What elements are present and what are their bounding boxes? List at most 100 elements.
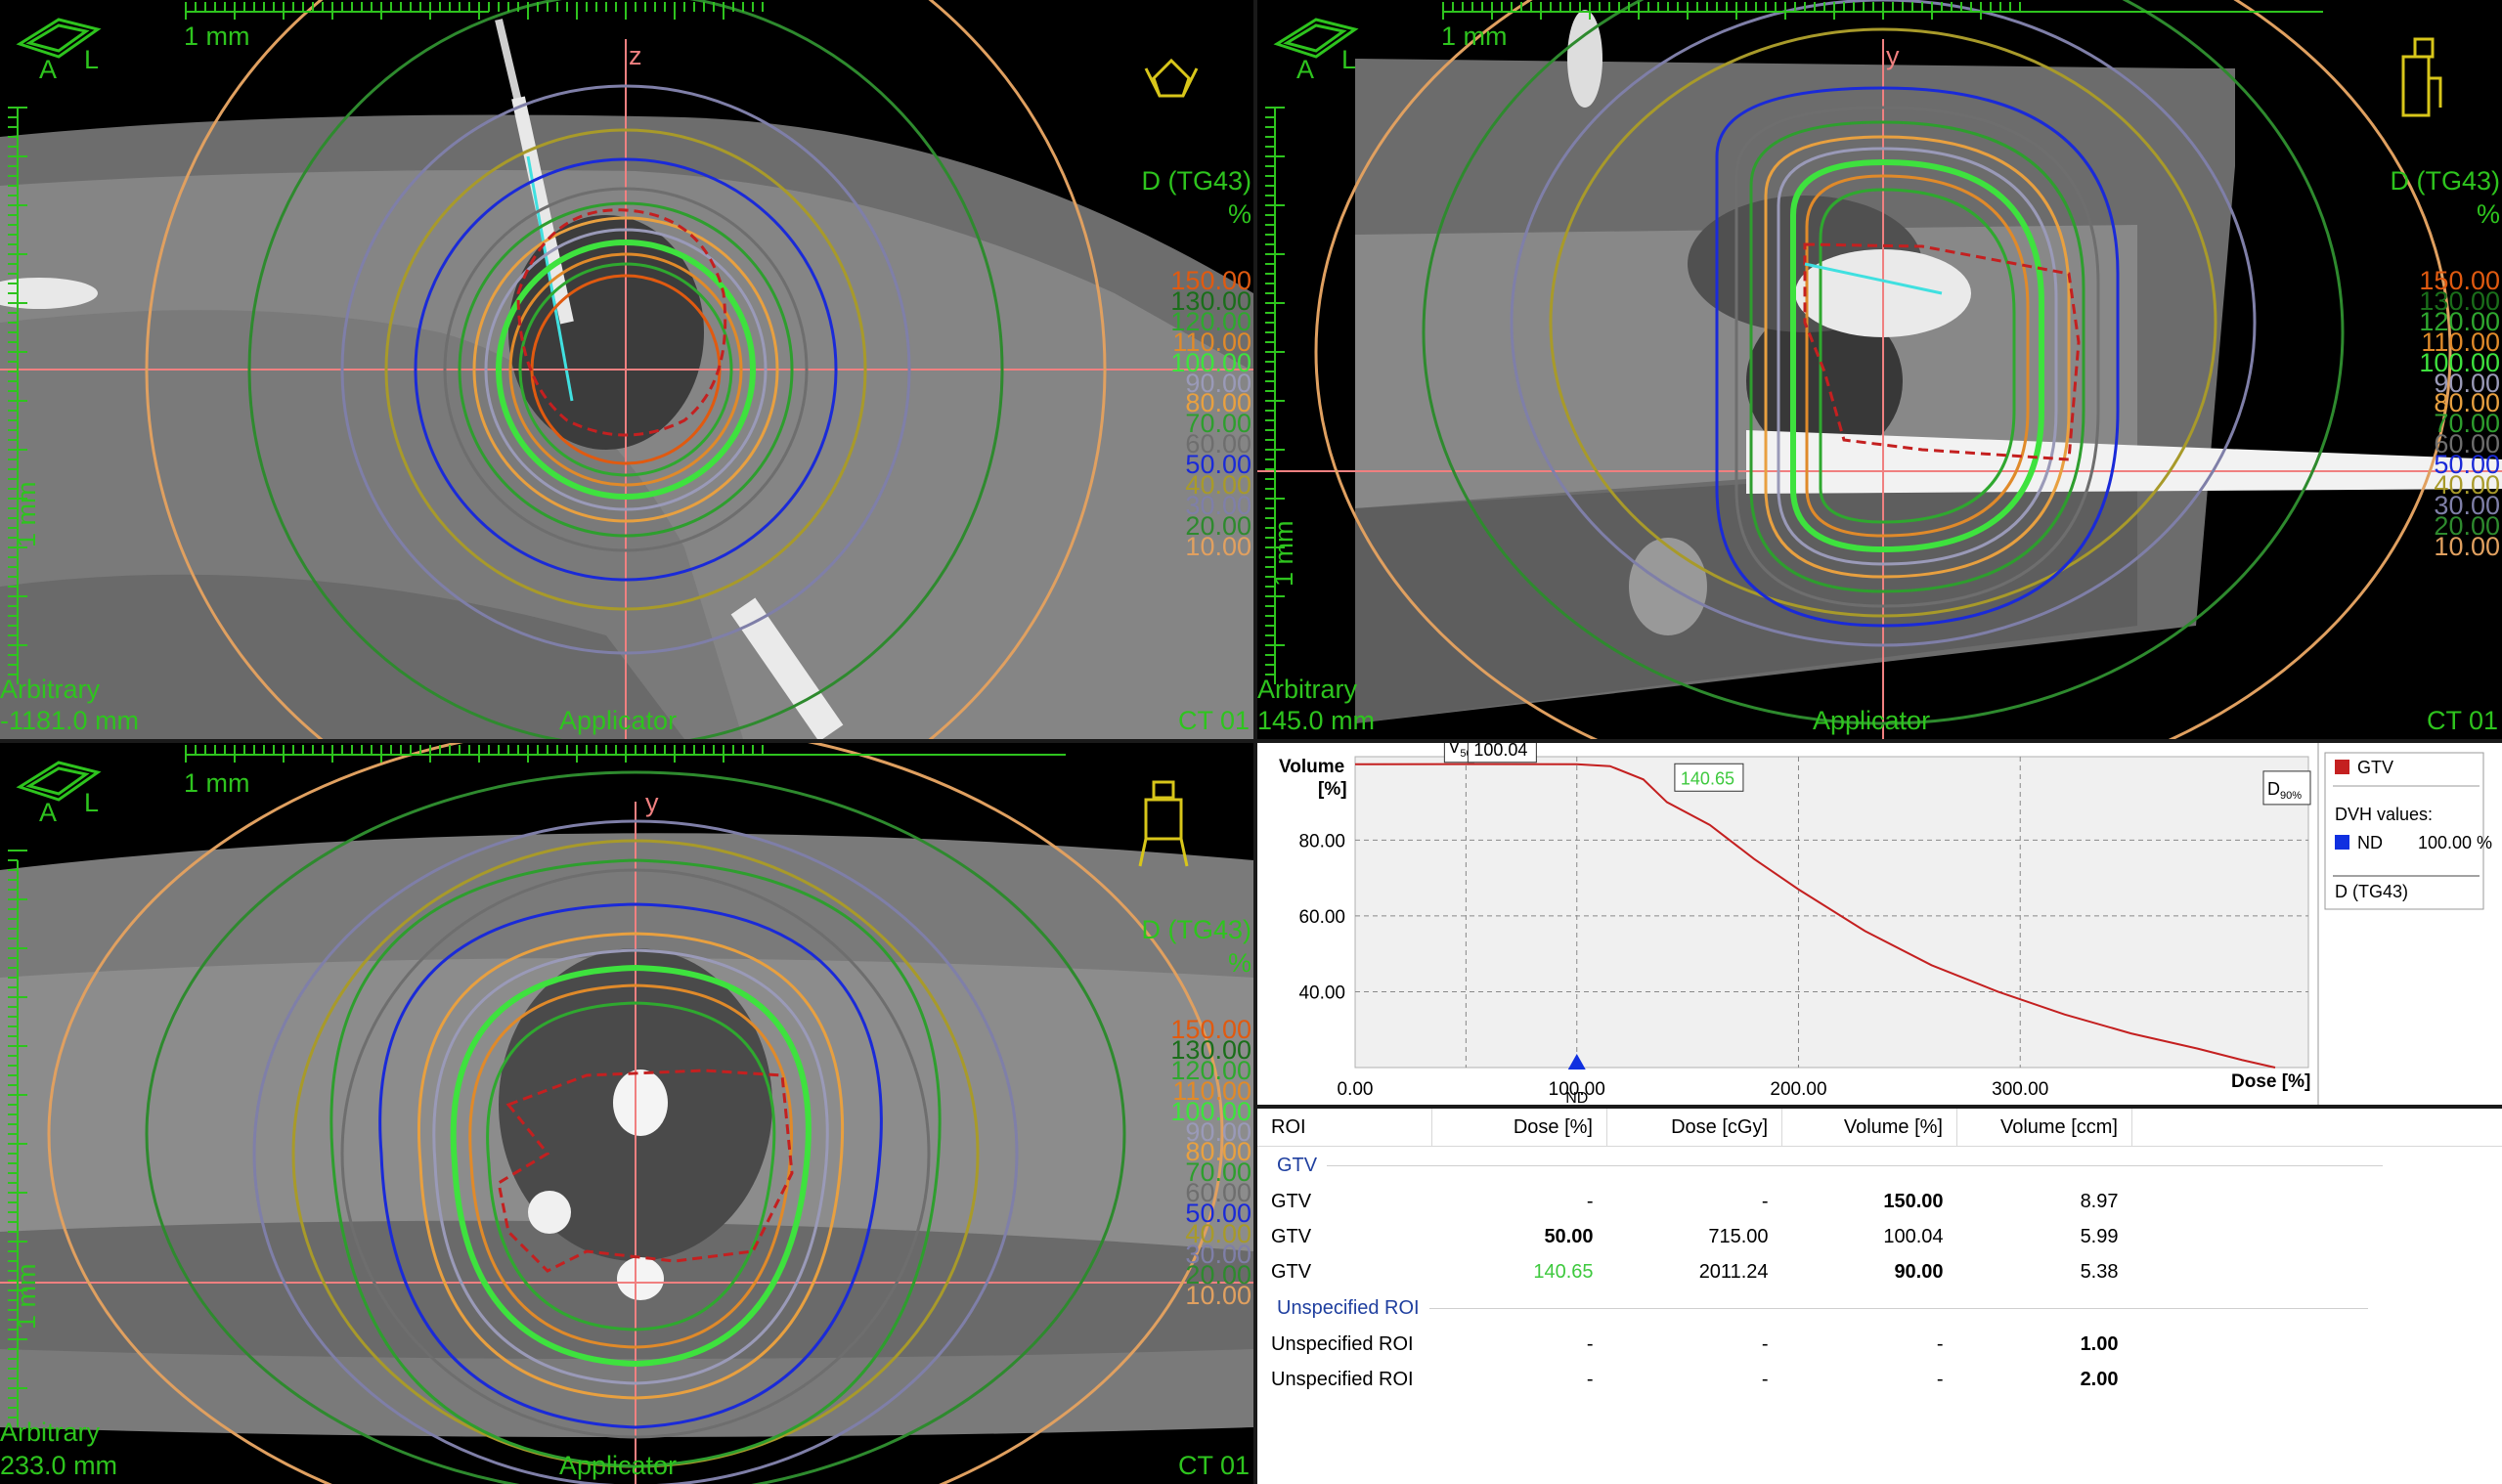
reference-label: Applicator	[1813, 706, 1931, 735]
orientation-label-a: A	[39, 798, 58, 827]
orientation-label-l: L	[1341, 45, 1357, 74]
isodose-level-40-00: 40.00	[1185, 1219, 1251, 1248]
cell-roi: GTV	[1271, 1190, 1312, 1212]
patient-orientation-icon	[2401, 37, 2442, 117]
cell-roi: Unspecified ROI	[1271, 1332, 1414, 1355]
axis-label: y	[1886, 41, 1900, 70]
cell-volume-pct: 90.00	[1894, 1260, 1944, 1283]
dose-title: D (TG43)	[2390, 166, 2500, 196]
dvh-chart[interactable]: 80.00 60.00 40.00 0.00 100.00 200.00 300.00 V…	[1257, 743, 2502, 1105]
x-tick-label: 300.00	[1992, 1079, 2048, 1100]
orientation-label-l: L	[84, 45, 100, 74]
isodose-level-40-00: 40.00	[2434, 470, 2500, 500]
table-row[interactable]: GTV 50.00 715.00 100.04 5.99	[1257, 1219, 2502, 1254]
group-row-unspecified-roi[interactable]: Unspecified ROI	[1257, 1289, 2502, 1327]
col-header-dose-pct[interactable]: Dose [%]	[1431, 1109, 1607, 1147]
viewport-sagittal[interactable]: A L 1 mm 1 mm y D (TG43) % 150.00 130.00 1…	[1257, 0, 2502, 739]
isodose-level-70-00: 70.00	[1185, 1157, 1251, 1188]
table-row[interactable]: Unspecified ROI - - - 2.00	[1257, 1362, 2502, 1397]
cell-dose-cgy: -	[1761, 1190, 1769, 1212]
d90-label-box	[2262, 770, 2311, 806]
scale-ticks	[1265, 2, 2021, 676]
isodose-level-80-00: 80.00	[2434, 388, 2500, 418]
isodose-level-100-00: 100.00	[2419, 347, 2500, 377]
legend-nd-value: 100.00 %	[2418, 833, 2492, 852]
table-row[interactable]: GTV 140.65 2011.24 90.00 5.38	[1257, 1254, 2502, 1289]
axis-label: z	[629, 41, 642, 70]
orientation-label-l: L	[84, 788, 100, 817]
ct-image-coronal	[0, 743, 1253, 1484]
isodose-level-120-00: 120.00	[1170, 306, 1251, 336]
isodose-level-60-00: 60.00	[1185, 429, 1251, 459]
isodose-level-60-00: 60.00	[2434, 429, 2500, 459]
isodose-level-70-00: 70.00	[2434, 409, 2500, 439]
isodose-level-20-00: 20.00	[1185, 1259, 1251, 1289]
slice-position: 233.0 mm	[0, 1451, 118, 1480]
isodose-level-30-00: 30.00	[1185, 490, 1251, 520]
legend-dvh-values-label: DVH values:	[2335, 805, 2433, 824]
ct-image-sagittal	[1257, 0, 2502, 739]
dvh-y-tick-labels: 80.00 60.00 40.00	[1298, 831, 1345, 1003]
isodose-level-150-00: 150.00	[2419, 266, 2500, 295]
nd-color-swatch	[2335, 835, 2349, 850]
dvh-series-group	[1354, 763, 2276, 1069]
cell-dose-pct: -	[1586, 1190, 1594, 1212]
col-header-roi[interactable]: ROI	[1257, 1109, 1432, 1147]
table-header-row: ROI Dose [%] Dose [cGy] Volume [%] Volum…	[1257, 1109, 2502, 1147]
isodose-level-20-00: 20.00	[1185, 510, 1251, 541]
orientation-cube-icon	[16, 18, 102, 59]
cell-dose-pct: -	[1586, 1332, 1594, 1355]
cell-volume-ccm: 8.97	[2080, 1190, 2119, 1212]
isodose-level-10-00: 10.00	[1185, 531, 1251, 561]
isodose-level-100-00: 100.00	[1170, 347, 1251, 377]
dose-unit: %	[1227, 199, 1251, 229]
dvh-curve-gtv	[1354, 763, 2276, 1069]
slice-position: -1181.0 mm	[0, 706, 140, 735]
dvh-x-tick-labels: 0.00 100.00 200.00 300.00	[1338, 1079, 2049, 1100]
dvh-gridlines	[1355, 757, 2308, 1068]
isodose-level-80-00: 80.00	[1185, 1137, 1251, 1167]
slice-position: 145.0 mm	[1257, 706, 1376, 735]
y-tick-label: 40.00	[1298, 982, 1345, 1003]
patient-orientation-icon	[1144, 58, 1199, 98]
group-label: GTV	[1277, 1154, 1318, 1176]
isodose-level-130-00: 130.00	[2419, 285, 2500, 316]
group-row-gtv[interactable]: GTV	[1257, 1147, 2502, 1185]
table-row[interactable]: GTV - - 150.00 8.97	[1257, 1184, 2502, 1219]
viewport-transverse[interactable]: A L 1 mm 1 mm z D (TG43) % 150.00 130.00 1…	[0, 0, 1253, 739]
x-tick-label: 200.00	[1770, 1079, 1826, 1100]
scale-top-label: 1 mm	[184, 768, 250, 798]
isodose-level-110-00: 110.00	[2421, 327, 2500, 357]
dvh-results-table-panel[interactable]: ROI Dose [%] Dose [cGy] Volume [%] Volum…	[1257, 1109, 2502, 1484]
dose-title: D (TG43)	[1141, 166, 1251, 196]
view-mode: Arbitrary	[0, 675, 101, 704]
d90-sub: 90%	[2280, 790, 2302, 802]
nd-marker	[1567, 1054, 1586, 1069]
cell-volume-pct: 150.00	[1883, 1190, 1944, 1212]
cell-roi: Unspecified ROI	[1271, 1368, 1414, 1390]
scale-ticks	[8, 2, 764, 676]
y-tick-label: 80.00	[1298, 831, 1345, 851]
orientation-cube-icon	[16, 761, 102, 802]
viewport-coronal[interactable]: A L 1 mm 1 mm y D (TG43) % 150.00 130.00 1…	[0, 743, 1253, 1484]
col-header-volume-ccm[interactable]: Volume [ccm]	[1956, 1109, 2132, 1147]
cell-dose-cgy: 2011.24	[1698, 1260, 1769, 1283]
dvh-results-table: ROI Dose [%] Dose [cGy] Volume [%] Volum…	[1257, 1109, 2502, 1397]
axis-label: y	[645, 788, 659, 817]
isodose-level-120-00: 120.00	[2419, 306, 2500, 336]
reference-label: Applicator	[559, 706, 678, 735]
d90-value-box	[1674, 763, 1744, 792]
cell-dose-pct: -	[1586, 1368, 1594, 1390]
isodose-level-70-00: 70.00	[1185, 409, 1251, 439]
col-header-dose-cgy[interactable]: Dose [cGy]	[1606, 1109, 1782, 1147]
table-row[interactable]: Unspecified ROI - - - 1.00	[1257, 1327, 2502, 1362]
cell-dose-pct: 50.00	[1544, 1225, 1594, 1247]
cell-dose-cgy: -	[1761, 1368, 1769, 1390]
col-header-volume-pct[interactable]: Volume [%]	[1781, 1109, 1957, 1147]
cell-volume-ccm: 5.38	[2080, 1260, 2119, 1283]
dvh-chart-panel[interactable]: 80.00 60.00 40.00 0.00 100.00 200.00 300.00 V…	[1257, 743, 2502, 1105]
reference-label: Applicator	[559, 1451, 678, 1480]
nd-label: ND	[1565, 1090, 1588, 1105]
isodose-level-90-00: 90.00	[2434, 368, 2500, 398]
